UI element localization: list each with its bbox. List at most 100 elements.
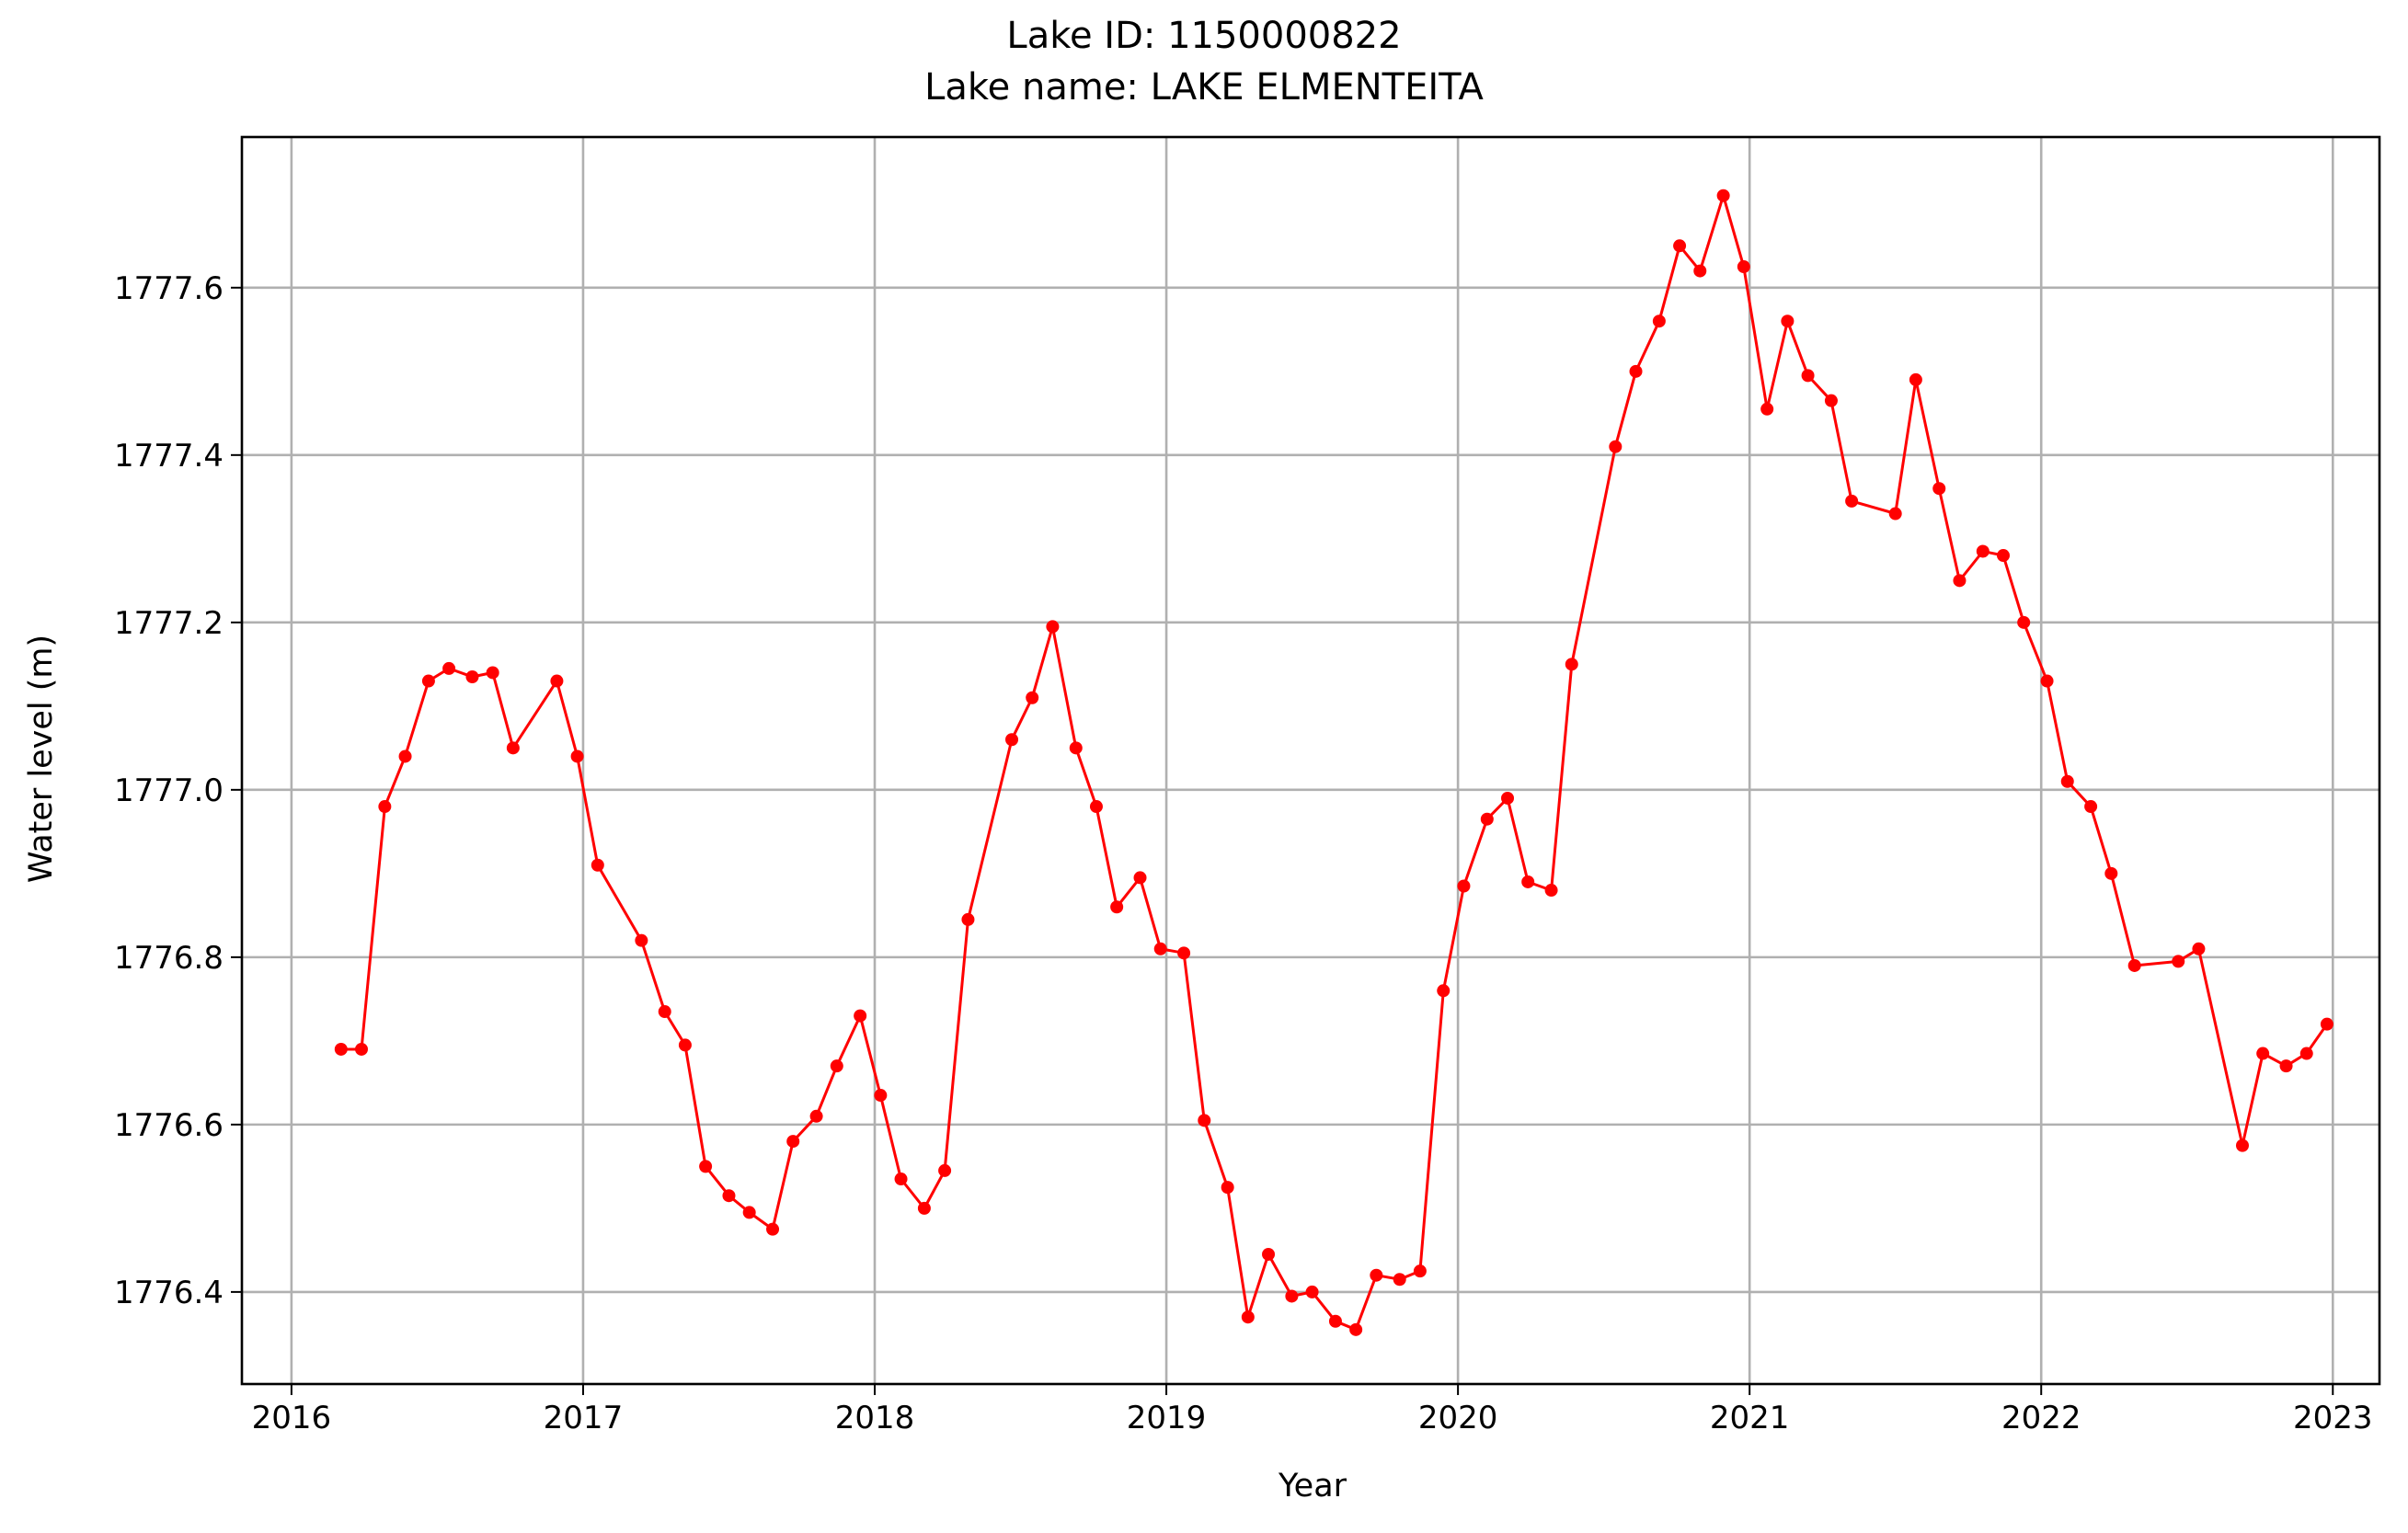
data-point bbox=[917, 1201, 931, 1215]
y-tick-label: 1777.6 bbox=[114, 270, 224, 307]
y-axis-label: Water level (m) bbox=[23, 635, 60, 883]
data-point bbox=[1673, 239, 1687, 253]
data-point bbox=[1198, 1114, 1211, 1127]
data-point bbox=[809, 1109, 823, 1123]
x-tick-label: 2020 bbox=[1418, 1400, 1498, 1436]
data-point bbox=[2299, 1047, 2313, 1060]
data-point bbox=[1609, 440, 1623, 453]
data-point bbox=[1501, 791, 1515, 805]
data-point bbox=[1005, 733, 1019, 747]
data-point bbox=[591, 858, 604, 872]
data-point bbox=[1457, 879, 1471, 893]
data-point bbox=[2040, 674, 2054, 688]
data-point bbox=[786, 1135, 800, 1149]
data-point bbox=[854, 1009, 867, 1023]
data-point bbox=[465, 669, 479, 683]
data-point bbox=[894, 1173, 908, 1186]
data-point bbox=[1285, 1289, 1299, 1303]
series-layer bbox=[334, 189, 2333, 1336]
data-point bbox=[1629, 364, 1643, 378]
y-tick-label: 1776.8 bbox=[114, 940, 224, 977]
y-tick-label: 1777.0 bbox=[114, 772, 224, 809]
data-point bbox=[2084, 800, 2098, 814]
data-point bbox=[1888, 507, 1902, 521]
y-axis: 1776.4 1776.6 1776.8 1777.0 1777.2 1777.4 1777… bbox=[114, 270, 242, 1311]
data-point bbox=[766, 1222, 780, 1236]
x-tick-label: 2016 bbox=[252, 1400, 332, 1436]
data-point bbox=[658, 1005, 671, 1019]
data-point bbox=[1932, 482, 1946, 496]
data-point bbox=[2256, 1047, 2270, 1060]
data-point bbox=[678, 1038, 692, 1052]
data-point bbox=[334, 1042, 348, 1056]
x-tick-label: 2021 bbox=[1710, 1400, 1790, 1436]
x-tick-label: 2023 bbox=[2293, 1400, 2373, 1436]
data-point bbox=[2104, 866, 2118, 880]
data-point bbox=[1953, 574, 1967, 588]
data-point bbox=[570, 749, 584, 763]
data-point bbox=[874, 1089, 888, 1103]
x-axis: 2016 2017 2018 2019 2020 2021 2022 2023 bbox=[252, 1384, 2373, 1436]
x-tick-label: 2022 bbox=[2001, 1400, 2081, 1436]
data-point bbox=[1824, 394, 1838, 407]
data-point bbox=[1693, 264, 1707, 278]
data-point bbox=[1997, 549, 2011, 563]
y-tick-label: 1776.6 bbox=[114, 1107, 224, 1144]
x-tick-label: 2019 bbox=[1127, 1400, 1207, 1436]
data-point bbox=[1652, 315, 1666, 328]
data-point bbox=[1909, 372, 1922, 386]
data-point bbox=[1349, 1322, 1363, 1336]
data-point bbox=[1845, 494, 1859, 508]
data-point bbox=[1565, 658, 1578, 671]
y-tick-label: 1777.4 bbox=[114, 438, 224, 475]
data-point bbox=[830, 1059, 843, 1073]
data-point bbox=[1480, 812, 1494, 826]
data-point bbox=[1026, 691, 1039, 704]
data-point bbox=[1241, 1310, 1255, 1324]
data-point bbox=[442, 661, 456, 675]
data-point bbox=[1046, 620, 1060, 634]
data-point bbox=[635, 933, 648, 947]
data-point bbox=[1089, 800, 1103, 814]
axes-frame bbox=[240, 135, 2381, 1386]
data-point bbox=[1262, 1247, 1276, 1261]
data-point bbox=[398, 749, 412, 763]
series-line bbox=[340, 194, 2329, 1332]
data-point bbox=[378, 800, 392, 814]
data-point bbox=[1801, 369, 1815, 383]
data-point bbox=[1328, 1314, 1342, 1328]
x-axis-label: Year bbox=[1278, 1468, 1347, 1504]
data-point bbox=[1781, 315, 1795, 328]
data-point bbox=[1544, 884, 1558, 898]
data-point bbox=[742, 1206, 756, 1219]
data-point bbox=[2060, 774, 2074, 788]
data-point bbox=[2192, 942, 2206, 955]
data-point bbox=[1716, 189, 1730, 202]
data-point bbox=[2017, 615, 2031, 629]
x-tick-label: 2017 bbox=[544, 1400, 624, 1436]
data-point bbox=[1153, 942, 1167, 955]
data-point bbox=[1976, 544, 1989, 558]
data-point bbox=[722, 1189, 736, 1203]
chart-title-line-2: Lake name: LAKE ELMENTEITA bbox=[924, 66, 1484, 109]
data-point bbox=[421, 674, 435, 688]
data-point bbox=[486, 666, 499, 680]
data-point bbox=[1393, 1273, 1406, 1287]
data-point bbox=[1069, 741, 1083, 755]
data-point bbox=[354, 1042, 368, 1056]
data-point bbox=[699, 1160, 713, 1173]
data-point bbox=[1177, 946, 1191, 960]
data-point bbox=[506, 741, 520, 755]
data-point bbox=[1110, 900, 1124, 914]
x-tick-label: 2018 bbox=[835, 1400, 915, 1436]
y-tick-label: 1776.4 bbox=[114, 1275, 224, 1311]
data-point bbox=[961, 912, 975, 926]
data-point bbox=[2235, 1138, 2249, 1152]
data-point bbox=[1221, 1181, 1234, 1195]
data-point bbox=[1305, 1285, 1319, 1298]
data-point bbox=[2320, 1017, 2333, 1031]
chart-title: Lake ID: 1150000822 Lake name: LAKE ELME… bbox=[924, 15, 1484, 109]
data-point bbox=[2127, 958, 2141, 972]
data-point bbox=[1437, 984, 1451, 998]
data-point bbox=[1133, 871, 1147, 885]
